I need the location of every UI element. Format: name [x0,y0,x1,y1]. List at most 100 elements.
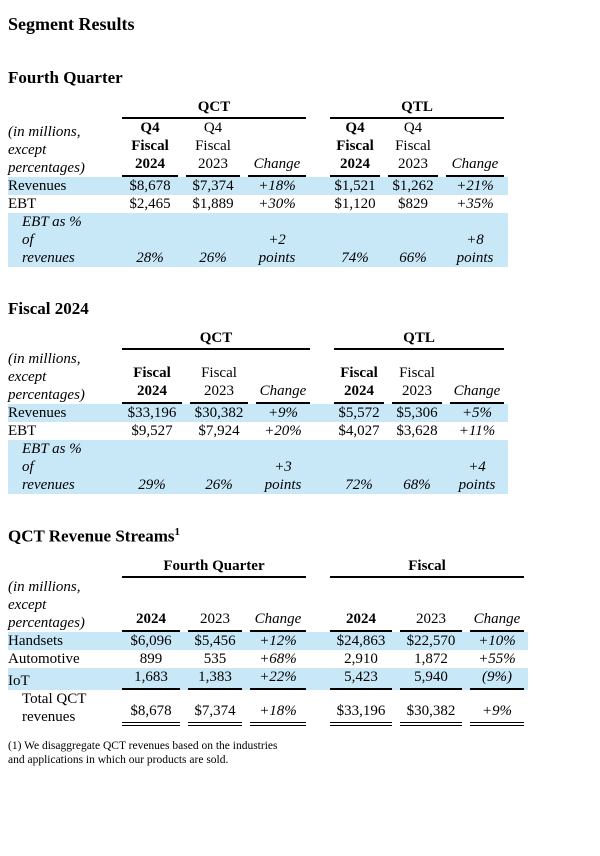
row-label: Handsets [8,633,63,650]
change-cell: +4 points [458,459,496,494]
col-header-label: Fiscal 2024 [122,364,182,405]
value-cell: $9,527 [131,423,173,440]
value-cell: 29% [138,477,166,494]
value-cell: $7,374 [184,690,246,727]
double-underlined-value: $8,678 [122,702,180,727]
value-cell: $1,521 [334,177,376,194]
col-header-label: Q4 Fiscal 2023 [186,119,240,177]
revenues-row: Revenues $33,196 $30,382 +9% $5,572 $5,3… [8,404,508,423]
group-header-row: QCT QTL [8,329,508,351]
change-cell: +10% [478,633,516,650]
group-label-fiscal: Fiscal [330,557,524,579]
qct-revenue-streams-section: QCT Revenue Streams1 Fourth Quarter Fisc… [8,526,590,727]
value-cell: $33,196 [326,690,396,727]
col-header: Q4 Fiscal 2023 [384,119,442,177]
row-label: Revenues [8,405,67,422]
row-label: EBT as % of revenues [22,213,82,266]
document-page: Segment Results Fourth Quarter QCT QTL (… [8,14,590,766]
change-cell: +3 points [264,459,302,494]
value-cell: $1,262 [392,177,434,194]
row-label: Revenues [8,177,67,194]
col-header: Change [446,350,508,405]
col-header: Change [466,578,528,633]
col-header-label: Change [256,382,310,405]
col-header: Fiscal 2024 [118,350,186,405]
double-underlined-value: +9% [470,702,524,727]
spacer-cell [310,213,326,267]
spacer-cell [310,650,326,668]
col-header-label: Change [446,155,504,177]
col-header-label: Q4 Fiscal 2024 [122,119,178,177]
corner-label: (in millions, except percentages) [8,123,85,176]
ebt-margin-row: EBT as % of revenues 29% 26% +3 points 7… [8,440,508,495]
value-cell: $4,027 [338,423,380,440]
change-cell: +8 points [456,231,494,266]
value-cell: $6,096 [130,633,172,650]
underlined-value: 5,423 [330,668,392,691]
change-cell: +22% [246,668,310,691]
value-cell: 74% [341,249,369,266]
col-header: Change [252,350,314,405]
group-header-qtl: QTL [326,98,508,119]
col-header-label: 2023 [400,610,462,633]
change-cell: +2 points [258,231,296,266]
group-header-fiscal: Fiscal [326,557,528,579]
ebt-row: EBT $2,465 $1,889 +30% $1,120 $829 +35% [8,195,508,213]
spacer-cell [310,177,326,195]
col-header-label: Fiscal 2023 [392,364,442,405]
value-cell: 68% [403,477,431,494]
change-cell: +68% [259,651,297,668]
spacer-cell [310,632,326,650]
col-header: Change [246,578,310,633]
value-cell: $3,628 [396,423,438,440]
col-header-label: Change [450,382,504,405]
fourth-quarter-section: Fourth Quarter QCT QTL (in millions, exc… [8,68,590,267]
change-cell: +12% [259,633,297,650]
revenues-row: Revenues $8,678 $7,374 +18% $1,521 $1,26… [8,176,508,195]
value-cell: $829 [398,195,428,212]
corner-label: (in millions, except percentages) [8,579,85,632]
group-label-qct: QCT [122,98,306,119]
fourth-quarter-table: QCT QTL (in millions, except percentages… [8,98,508,267]
value-cell: $7,374 [192,177,234,194]
col-header: 2024 [326,578,396,633]
row-label: Total QCT revenues [22,691,87,726]
change-cell: +9% [466,690,528,727]
col-header: Change [442,119,508,177]
double-underlined-value: $33,196 [330,702,392,727]
fourth-quarter-heading: Fourth Quarter [8,67,123,87]
change-cell: +11% [458,423,496,440]
double-underlined-value: $30,382 [400,702,462,727]
value-cell: 2,910 [344,651,378,668]
qct-revenue-streams-heading: QCT Revenue Streams1 [8,526,590,547]
row-label: EBT [8,423,37,440]
group-header-qct: QCT [118,98,310,119]
value-cell: $1,889 [192,195,234,212]
value-cell: 1,683 [118,668,184,691]
value-cell: $24,863 [336,633,386,650]
col-header: Fiscal 2023 [186,350,252,405]
col-header: 2024 [118,578,184,633]
spacer-cell [314,404,330,422]
double-underlined-value: $7,374 [188,702,242,727]
col-header: Q4 Fiscal 2024 [326,119,384,177]
change-cell: +20% [264,423,302,440]
value-cell: 535 [203,651,227,668]
row-label: IoT [8,673,30,690]
change-cell: +9% [267,405,299,422]
spacer-cell [310,119,326,177]
qct-revenue-streams-table: Fourth Quarter Fiscal (in millions, exce… [8,557,528,727]
value-cell: 5,423 [326,668,396,691]
group-header-qct: QCT [118,329,314,351]
group-label-fourth-quarter: Fourth Quarter [122,557,306,579]
value-cell: 1,872 [414,651,448,668]
value-cell: $7,924 [198,423,240,440]
col-header-label: Q4 Fiscal 2024 [330,119,380,177]
underlined-value: (9%) [470,668,524,691]
value-cell: $22,570 [406,633,456,650]
group-header-qtl: QTL [330,329,508,351]
spacer-cell [314,422,330,440]
iot-row: IoT 1,683 1,383 +22% 5,423 5,940 (9%) [8,668,528,691]
double-underlined-value: +18% [250,702,306,727]
value-cell: 5,940 [396,668,466,691]
